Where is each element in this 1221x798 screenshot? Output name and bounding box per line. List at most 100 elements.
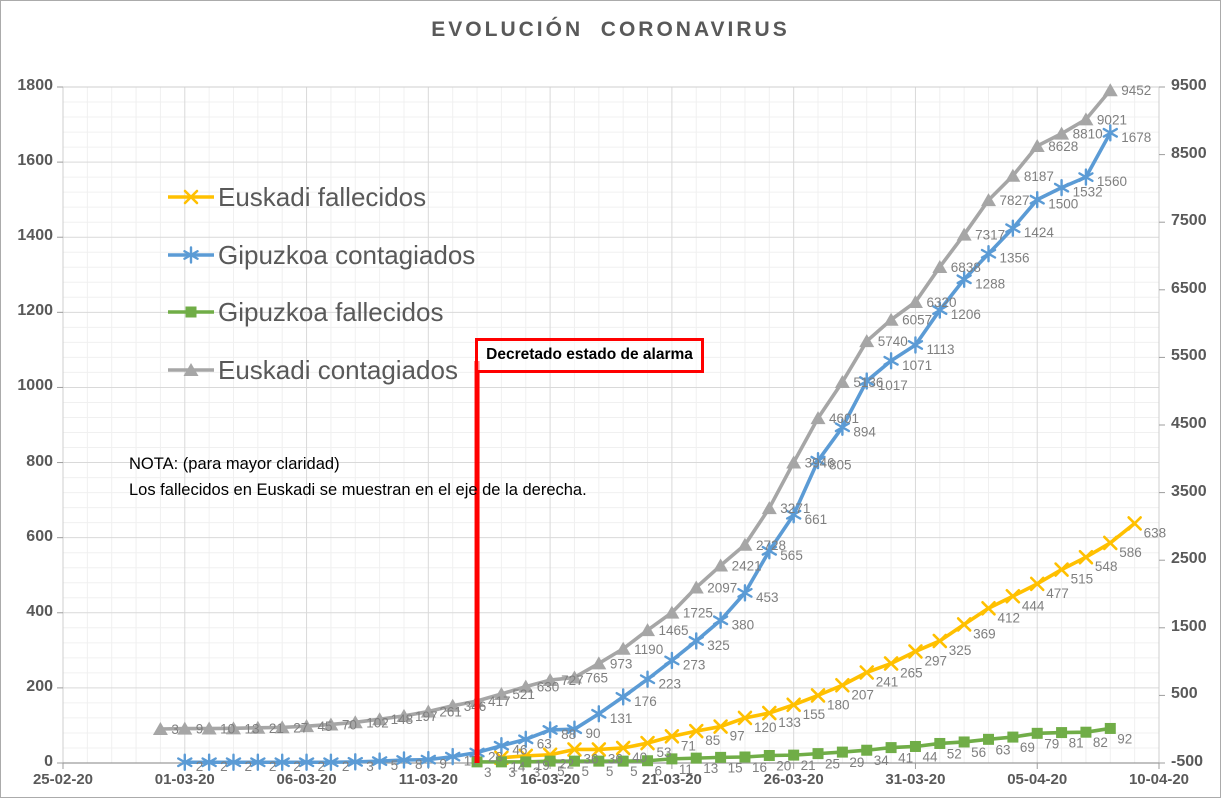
data-point-marker-gipuzkoa-fallecidos (495, 756, 507, 768)
y-axis-label: 1000 (17, 377, 53, 395)
data-point-marker-euskadi-fallecidos (810, 688, 826, 703)
data-point-marker-euskadi-contagiados (250, 720, 266, 734)
data-label-gipuzkoa-contagiados: 565 (780, 548, 803, 563)
data-point-marker-euskadi-contagiados (177, 721, 193, 735)
legend-icon-svg (168, 306, 214, 318)
data-label-gipuzkoa-contagiados: 2 (220, 759, 228, 774)
data-point-marker-euskadi-fallecidos (688, 723, 704, 739)
data-point-marker-euskadi-fallecidos (1054, 562, 1069, 577)
x-axis-label: 10-04-20 (1128, 771, 1190, 788)
legend-label-gipuzkoa-fallecidos: Gipuzkoa fallecidos (218, 296, 444, 327)
data-label-gipuzkoa-contagiados: 2 (318, 759, 326, 774)
data-point-marker-euskadi-contagiados (1078, 112, 1094, 126)
data-label-gipuzkoa-contagiados: 325 (707, 638, 730, 653)
data-label-euskadi-contagiados: 102 (366, 715, 389, 730)
data-label-euskadi-fallecidos: 638 (1144, 525, 1167, 540)
data-label-euskadi-fallecidos: 412 (998, 610, 1021, 625)
data-label-euskadi-contagiados: 3 (171, 722, 179, 737)
data-label-gipuzkoa-fallecidos: 25 (825, 757, 840, 772)
data-label-gipuzkoa-contagiados: 5 (391, 758, 399, 773)
data-point-marker-gipuzkoa-fallecidos (666, 753, 678, 765)
data-label-euskadi-fallecidos: 180 (827, 697, 850, 712)
data-label-euskadi-contagiados: 10 (220, 722, 235, 737)
data-point-marker-gipuzkoa-contagiados (688, 632, 704, 650)
data-label-gipuzkoa-contagiados: 1113 (926, 342, 954, 357)
data-label-euskadi-contagiados: 2728 (756, 538, 786, 553)
data-label-gipuzkoa-fallecidos: 79 (1044, 736, 1059, 751)
data-label-gipuzkoa-contagiados: 131 (610, 711, 633, 726)
data-point-marker-gipuzkoa-contagiados (1102, 124, 1118, 142)
data-point-marker-gipuzkoa-contagiados (1078, 168, 1094, 186)
data-label-gipuzkoa-contagiados: 2 (269, 759, 277, 774)
y2-axis-label: 8500 (1171, 144, 1207, 162)
data-label-gipuzkoa-fallecidos: 16 (752, 760, 767, 775)
note-line-2: Los fallecidos en Euskadi se muestran en… (129, 481, 587, 499)
y-axis-label: 600 (26, 527, 53, 545)
data-point-marker-euskadi-contagiados (225, 721, 241, 735)
data-label-gipuzkoa-contagiados: 894 (853, 424, 876, 439)
data-point-marker-gipuzkoa-fallecidos (836, 746, 848, 758)
data-label-euskadi-contagiados: 197 (415, 709, 438, 724)
data-point-marker-gipuzkoa-fallecidos (763, 749, 775, 761)
x-axis-label: 31-03-20 (885, 771, 946, 788)
data-label-gipuzkoa-contagiados: 1678 (1121, 130, 1151, 145)
data-label-gipuzkoa-contagiados: 2 (342, 759, 350, 774)
data-point-marker-gipuzkoa-contagiados (1029, 190, 1045, 209)
data-label-euskadi-contagiados: 7317 (975, 228, 1005, 243)
data-point-marker-euskadi-contagiados (445, 698, 461, 712)
y2-axis-label: 2500 (1171, 550, 1207, 568)
data-point-marker-gipuzkoa-contagiados (712, 611, 729, 629)
data-point-marker-gipuzkoa-contagiados (785, 506, 802, 524)
data-point-marker-gipuzkoa-contagiados (956, 270, 972, 288)
data-point-marker-euskadi-contagiados (1102, 83, 1118, 97)
data-label-gipuzkoa-contagiados: 90 (585, 726, 600, 741)
data-point-marker-gipuzkoa-contagiados (639, 670, 656, 688)
data-point-marker-euskadi-fallecidos (1005, 588, 1021, 604)
data-label-gipuzkoa-contagiados: 1560 (1097, 174, 1127, 189)
data-point-marker-gipuzkoa-contagiados (225, 753, 242, 771)
legend-item-euskadi-contagiados: Euskadi contagiados (167, 354, 458, 386)
data-label-gipuzkoa-contagiados: 1532 (1073, 185, 1103, 200)
data-label-gipuzkoa-contagiados: 3 (366, 759, 374, 774)
data-point-marker-euskadi-contagiados (420, 704, 436, 718)
data-point-marker-gipuzkoa-fallecidos (642, 755, 654, 767)
series-line-euskadi-contagiados (158, 88, 1113, 731)
data-label-euskadi-fallecidos: 325 (949, 643, 972, 658)
data-label-gipuzkoa-fallecidos: 5 (581, 764, 589, 779)
data-point-marker-gipuzkoa-fallecidos (812, 748, 824, 760)
data-label-gipuzkoa-contagiados: 1500 (1048, 197, 1078, 212)
data-label-euskadi-fallecidos: 14 (510, 760, 526, 775)
data-point-marker-euskadi-fallecidos (615, 740, 631, 756)
x-axis-label: 21-03-20 (641, 771, 702, 788)
data-point-marker-euskadi-contagiados (493, 686, 509, 700)
data-label-gipuzkoa-contagiados: 805 (829, 458, 852, 473)
data-point-marker-euskadi-contagiados (688, 580, 704, 594)
data-label-euskadi-contagiados: 2097 (707, 580, 737, 595)
data-label-gipuzkoa-contagiados: 46 (512, 743, 527, 758)
data-point-marker-gipuzkoa-contagiados (371, 752, 388, 770)
x-axis-label: 26-03-20 (763, 771, 824, 788)
data-point-marker-euskadi-fallecidos (932, 633, 948, 649)
data-point-marker-euskadi-contagiados (591, 656, 607, 670)
data-point-marker-gipuzkoa-contagiados (932, 301, 948, 319)
data-label-euskadi-contagiados: 148 (391, 712, 414, 727)
legend-marker-gipuzkoa-contagiados-icon (167, 246, 215, 264)
data-point-marker-euskadi-contagiados (615, 641, 631, 655)
data-point-marker-euskadi-contagiados (323, 717, 339, 731)
data-point-marker-gipuzkoa-fallecidos (593, 755, 605, 767)
note-line-1: NOTA: (para mayor claridad) (129, 455, 340, 473)
x-axis-label: 25-02-20 (32, 771, 94, 788)
data-point-marker-euskadi-contagiados (518, 679, 534, 693)
data-label-gipuzkoa-contagiados: 1288 (975, 276, 1005, 291)
data-label-gipuzkoa-contagiados: 661 (805, 512, 828, 527)
data-point-marker-gipuzkoa-contagiados (396, 751, 412, 769)
data-label-euskadi-fallecidos: 515 (1071, 572, 1094, 587)
data-label-euskadi-fallecidos: 40 (632, 750, 647, 765)
data-label-gipuzkoa-contagiados: 88 (561, 727, 576, 742)
data-point-marker-euskadi-contagiados (347, 715, 363, 729)
data-label-gipuzkoa-contagiados: 453 (756, 590, 779, 605)
data-point-marker-gipuzkoa-contagiados (810, 451, 826, 470)
data-point-marker-euskadi-contagiados (1054, 126, 1070, 140)
data-label-euskadi-contagiados: 9021 (1097, 112, 1127, 127)
data-label-euskadi-contagiados: 6057 (902, 313, 932, 328)
